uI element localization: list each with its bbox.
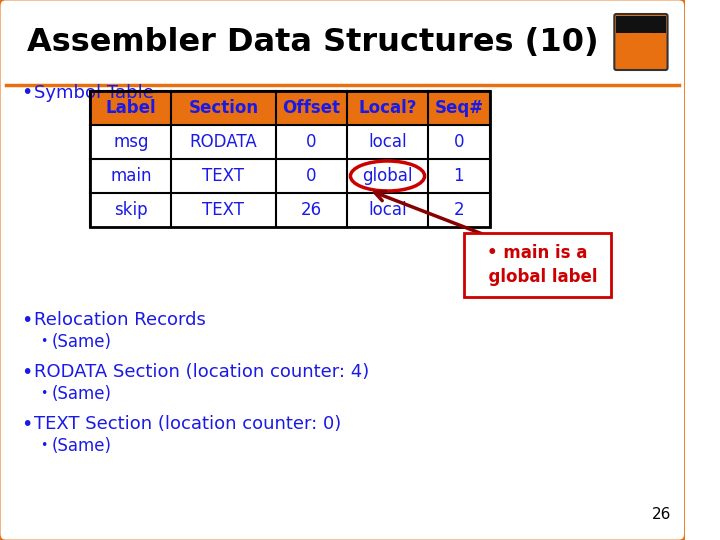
Text: main: main (110, 167, 151, 185)
Text: global: global (362, 167, 413, 185)
Text: 1: 1 (454, 167, 464, 185)
Text: 26: 26 (301, 201, 322, 219)
Text: local: local (368, 201, 407, 219)
Text: 26: 26 (652, 507, 671, 522)
Text: •: • (21, 84, 32, 103)
Text: •: • (40, 388, 48, 401)
Text: RODATA: RODATA (189, 133, 257, 151)
Text: • main is a
  global label: • main is a global label (477, 244, 598, 287)
Text: 0: 0 (454, 133, 464, 151)
Text: Assembler Data Structures (10): Assembler Data Structures (10) (27, 26, 598, 57)
Text: Label: Label (105, 99, 156, 117)
Text: •: • (21, 362, 32, 381)
Text: 0: 0 (306, 133, 317, 151)
Text: TEXT: TEXT (202, 167, 245, 185)
Bar (90, 91, 490, 227)
Text: (Same): (Same) (51, 437, 112, 455)
Text: •: • (21, 415, 32, 434)
FancyBboxPatch shape (0, 0, 687, 540)
Bar (90, 193, 490, 227)
Text: Symbol Table: Symbol Table (35, 84, 154, 102)
Text: skip: skip (114, 201, 148, 219)
Text: ▼: ▼ (631, 30, 651, 54)
Text: (Same): (Same) (51, 333, 112, 351)
Text: (Same): (Same) (51, 385, 112, 403)
Text: TEXT: TEXT (202, 201, 245, 219)
Text: Offset: Offset (282, 99, 341, 117)
FancyBboxPatch shape (614, 14, 667, 70)
Text: Relocation Records: Relocation Records (35, 311, 206, 329)
Bar (616, 16, 666, 33)
Text: Section: Section (189, 99, 258, 117)
Text: local: local (368, 133, 407, 151)
Text: 2: 2 (454, 201, 464, 219)
FancyBboxPatch shape (464, 233, 611, 297)
Text: •: • (40, 335, 48, 348)
Bar (90, 91, 490, 125)
Text: TEXT Section (location counter: 0): TEXT Section (location counter: 0) (35, 415, 341, 433)
Text: Seq#: Seq# (434, 99, 483, 117)
Text: •: • (40, 440, 48, 453)
Text: RODATA Section (location counter: 4): RODATA Section (location counter: 4) (35, 363, 369, 381)
Text: 0: 0 (306, 167, 317, 185)
Text: Local?: Local? (359, 99, 417, 117)
Text: msg: msg (113, 133, 148, 151)
Bar (90, 125, 490, 159)
Text: •: • (21, 310, 32, 329)
Bar (90, 159, 490, 193)
